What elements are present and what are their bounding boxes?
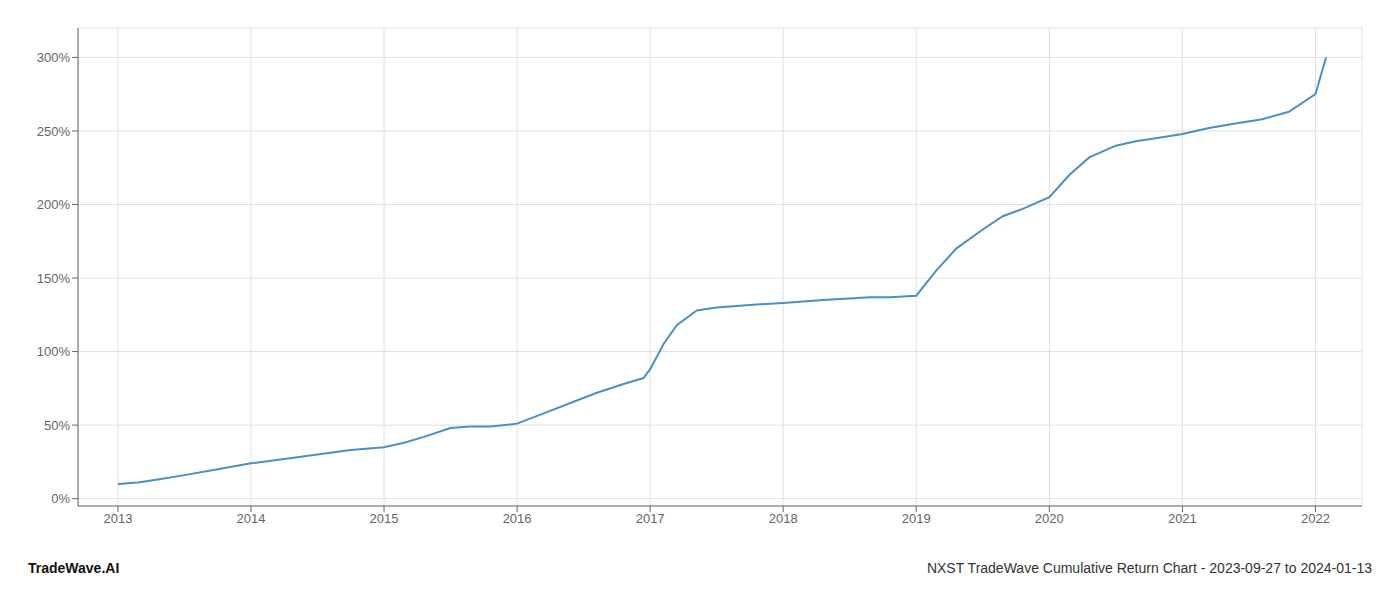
svg-text:0%: 0% xyxy=(51,491,70,506)
svg-text:50%: 50% xyxy=(44,418,70,433)
html-text:TradeWave.AI: TradeWave.AI xyxy=(28,560,120,576)
svg-text:2017: 2017 xyxy=(636,511,665,526)
svg-text:200%: 200% xyxy=(37,197,71,212)
svg-text:2014: 2014 xyxy=(237,511,266,526)
svg-text:2020: 2020 xyxy=(1035,511,1064,526)
html-text:NXST TradeWave Cumulative Retu: NXST TradeWave Cumulative Return Chart -… xyxy=(926,560,1372,576)
svg-text:2016: 2016 xyxy=(503,511,532,526)
svg-text:2021: 2021 xyxy=(1168,511,1197,526)
svg-text:100%: 100% xyxy=(37,344,71,359)
svg-text:250%: 250% xyxy=(37,124,71,139)
svg-text:2013: 2013 xyxy=(103,511,132,526)
svg-text:2022: 2022 xyxy=(1301,511,1330,526)
svg-text:2019: 2019 xyxy=(902,511,931,526)
svg-text:2015: 2015 xyxy=(370,511,399,526)
svg-text:150%: 150% xyxy=(37,271,71,286)
svg-text:2018: 2018 xyxy=(769,511,798,526)
svg-text:300%: 300% xyxy=(37,50,71,65)
